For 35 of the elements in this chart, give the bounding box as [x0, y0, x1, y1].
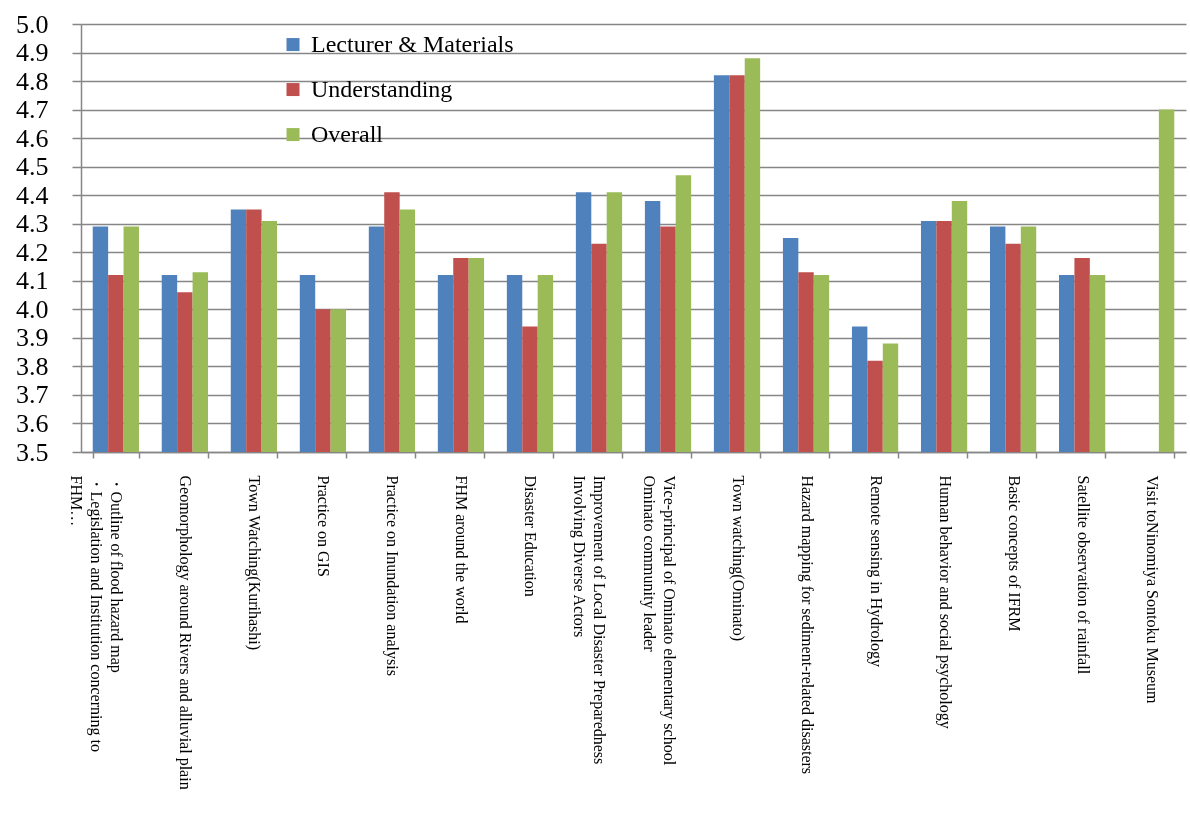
x-tick-label: Visit toNinomiya Sontoku Museum — [1142, 475, 1161, 704]
y-tick-label: 3.8 — [16, 351, 49, 381]
x-tick-label: Human behavior and social psychology — [935, 475, 954, 729]
x-tick-label: Vice-principal of Ominato elementary school Ominato community leader — [639, 475, 678, 766]
y-tick-label: 3.7 — [16, 380, 49, 410]
x-tick-label: FHM around the world — [453, 475, 471, 624]
x-tick-label: Satellite observation of rainfall — [1074, 475, 1092, 675]
x-tick-label: Geomorphology around Rivers and alluvial plain — [176, 475, 195, 790]
y-tick-label: 4.0 — [16, 294, 49, 324]
y-tick-label: 4.4 — [16, 180, 49, 210]
legend-label: Lecturer & Materials — [311, 30, 514, 57]
x-tick-label: Disaster Education — [522, 475, 540, 597]
x-tick-label: Basic concepts of IFRM — [1004, 475, 1023, 632]
y-tick-label: 4.5 — [16, 152, 49, 182]
x-tick-label: Practice on GIS — [315, 475, 333, 577]
y-tick-label: 4.8 — [16, 66, 49, 96]
x-tick-label: Improvement of Local Disaster Preparedness Involving Diverse Actors — [570, 475, 609, 765]
x-tick-label: Town Watching(Kurihashi) — [245, 475, 264, 651]
x-tick-label: Town watching(Ominato) — [728, 475, 747, 642]
y-tick-label: 4.3 — [16, 209, 49, 239]
y-tick-label: 4.7 — [16, 95, 49, 125]
y-tick-label: 4.6 — [16, 123, 49, 153]
y-tick-label: 3.5 — [16, 437, 49, 467]
legend-label: Understanding — [311, 75, 453, 102]
y-tick-label: 5.0 — [16, 9, 49, 39]
x-tick-label: Practice on Inundation analysis — [383, 475, 402, 676]
y-tick-label: 4.1 — [16, 266, 49, 296]
y-tick-label: 4.9 — [16, 38, 49, 68]
legend-label: Overall — [311, 120, 384, 147]
x-tick-label: Remote sensing in Hydrology — [866, 475, 885, 668]
x-tick-label: Hazard mapping for sediment-related disasters — [797, 475, 816, 775]
y-tick-label: 3.6 — [16, 408, 49, 438]
y-tick-label: 4.2 — [16, 237, 49, 267]
x-tick-label: ・Outline of flood hazard map ・Legislation and Institution concerning to FHM… — [68, 475, 126, 752]
y-tick-label: 3.9 — [16, 323, 49, 353]
